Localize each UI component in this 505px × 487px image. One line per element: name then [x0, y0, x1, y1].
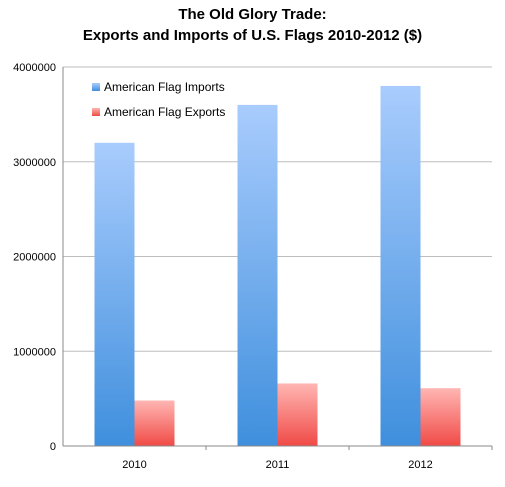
bar-imports-2010	[94, 142, 135, 447]
legend-label-exports: American Flag Exports	[104, 105, 225, 119]
chart-title-line-1: The Old Glory Trade:	[178, 6, 327, 23]
bar-exports-2011	[277, 383, 318, 446]
chart-title: The Old Glory Trade: Exports and Imports…	[0, 4, 505, 46]
legend-swatch-imports	[92, 83, 100, 91]
legend-swatch-exports	[92, 108, 100, 116]
bar-imports-2012	[380, 85, 421, 446]
x-tick-label: 2010	[122, 459, 146, 471]
chart-title-line-2: Exports and Imports of U.S. Flags 2010-2…	[82, 27, 423, 44]
bar-exports-2010	[134, 400, 175, 446]
legend-label-imports: American Flag Imports	[104, 80, 225, 94]
y-tick-label: 1000000	[13, 346, 56, 358]
y-tick-label: 4000000	[13, 62, 56, 74]
y-tick-label: 2000000	[13, 252, 56, 264]
y-tick-label: 0	[50, 441, 56, 453]
bar-imports-2011	[237, 104, 278, 447]
bar-exports-2012	[420, 388, 461, 446]
bars	[94, 85, 461, 447]
legend: American Flag Imports American Flag Expor…	[92, 80, 225, 119]
x-tick-label: 2012	[408, 459, 432, 471]
axes: 0 1000000 2000000 3000000 4000000 2010 2011 201…	[13, 62, 493, 471]
y-tick-label: 3000000	[13, 157, 56, 169]
x-tick-label: 2011	[266, 459, 290, 471]
